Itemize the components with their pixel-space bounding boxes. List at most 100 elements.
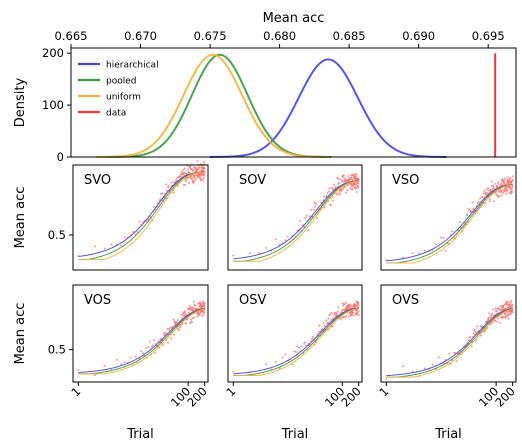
data-point-SOV [305, 214, 308, 217]
model-line-pooled-VSO [386, 184, 513, 264]
data-point-OSV [327, 321, 330, 324]
grid-xlabel: Trial [281, 427, 309, 442]
data-point-OSV [336, 310, 339, 313]
data-point-OSV [304, 341, 307, 344]
data-point-SVO [187, 168, 190, 171]
data-point-OSV [294, 350, 297, 353]
data-point-OSV [292, 350, 295, 353]
data-point-SOV [314, 205, 317, 208]
model-line-uniform-VOS [78, 308, 205, 375]
data-point-SVO [197, 168, 200, 171]
subplot-title-OVS: OVS [392, 293, 419, 308]
model-line-pooled-SOV [233, 180, 359, 262]
data-point-OVS [511, 305, 514, 308]
data-point-SOV [355, 182, 358, 185]
data-point-VOS [154, 352, 157, 355]
data-point-OSV [325, 319, 328, 322]
data-point-SVO [202, 174, 205, 177]
data-point-OVS [504, 312, 507, 315]
data-point-VOS [129, 356, 132, 359]
data-point-OVS [401, 365, 404, 368]
data-point-SVO [165, 189, 168, 192]
data-point-VOS [170, 337, 173, 340]
data-point-OVS [509, 313, 512, 316]
grid-ytick-label: 0.5 [48, 228, 66, 242]
data-point-SVO [198, 166, 201, 169]
legend-label-pooled: pooled [106, 77, 136, 87]
data-point-SVO [188, 171, 191, 174]
data-point-SVO [185, 178, 188, 181]
grid-xlabel: Trial [126, 427, 154, 442]
data-point-SVO [183, 171, 186, 174]
data-point-VSO [511, 175, 514, 178]
data-point-SOV [357, 178, 360, 181]
top-xtick-label: 0.685 [333, 29, 366, 43]
data-point-VOS [172, 333, 175, 336]
data-point-VSO [459, 220, 462, 223]
data-point-OVS [509, 303, 512, 306]
data-point-OVS [487, 318, 490, 321]
data-point-VOS [144, 347, 147, 350]
data-point-VSO [485, 188, 488, 191]
data-point-SVO [167, 185, 170, 188]
data-point-OSV [281, 356, 284, 359]
data-point-SOV [336, 177, 339, 180]
data-point-VOS [140, 350, 143, 353]
data-point-OVS [496, 320, 499, 323]
data-point-SOV [274, 238, 277, 241]
data-point-VOS [177, 328, 180, 331]
data-point-VOS [203, 304, 206, 307]
data-point-SVO [120, 244, 123, 247]
data-point-OSV [345, 315, 347, 318]
grid-ylabel: Mean acc [13, 187, 28, 249]
data-point-VOS [191, 321, 194, 324]
top-xtick-label: 0.670 [124, 29, 157, 43]
data-point-VOS [184, 322, 187, 325]
data-point-VSO [506, 189, 509, 192]
data-point-SOV [343, 186, 346, 189]
data-point-VOS [192, 316, 195, 319]
data-point-OSV [329, 313, 332, 316]
grid-xtick-label: 1 [376, 384, 391, 399]
data-point-VOS [198, 312, 201, 315]
data-point-VOS [120, 363, 123, 366]
data-point-OSV [343, 302, 346, 305]
data-point-SOV [312, 208, 315, 211]
top-ytick-label: 100 [42, 98, 64, 112]
data-point-OSV [330, 318, 333, 321]
data-point-SOV [354, 175, 357, 178]
data-point-OVS [473, 329, 476, 332]
data-point-SOV [315, 202, 318, 205]
grid-xlabel: Trial [434, 427, 462, 442]
subplot-frame-OVS [380, 284, 517, 383]
data-point-VSO [440, 236, 443, 239]
data-point-SOV [286, 235, 289, 238]
data-point-VSO [509, 176, 512, 179]
data-point-OVS [500, 317, 503, 320]
subplot-title-SOV: SOV [239, 173, 266, 188]
grid-ylabel: Mean acc [13, 303, 28, 365]
model-line-pooled-SVO [78, 171, 205, 260]
data-point-SOV [310, 209, 313, 212]
subplot-frame-SVO [72, 164, 209, 271]
data-point-VSO [498, 191, 501, 194]
density-line-uniform [96, 53, 330, 158]
data-point-VSO [442, 236, 445, 239]
data-point-SOV [356, 184, 359, 187]
data-point-VSO [483, 189, 486, 192]
subplot-frame-SOV [227, 164, 363, 271]
data-point-VOS [189, 322, 192, 325]
data-point-SVO [176, 176, 179, 179]
data-point-SVO [203, 167, 206, 170]
data-point-OVS [423, 367, 426, 370]
model-line-pooled-VOS [78, 308, 205, 375]
data-point-OVS [475, 331, 478, 334]
data-point-OVS [469, 336, 472, 339]
subplot-frame-VSO [380, 164, 517, 271]
top-xtick-label: 0.680 [263, 29, 296, 43]
data-point-VSO [466, 213, 469, 216]
data-point-OVS [497, 307, 500, 310]
data-point-VOS [175, 321, 178, 324]
model-line-uniform-SVO [78, 171, 205, 260]
data-point-SOV [349, 187, 352, 190]
